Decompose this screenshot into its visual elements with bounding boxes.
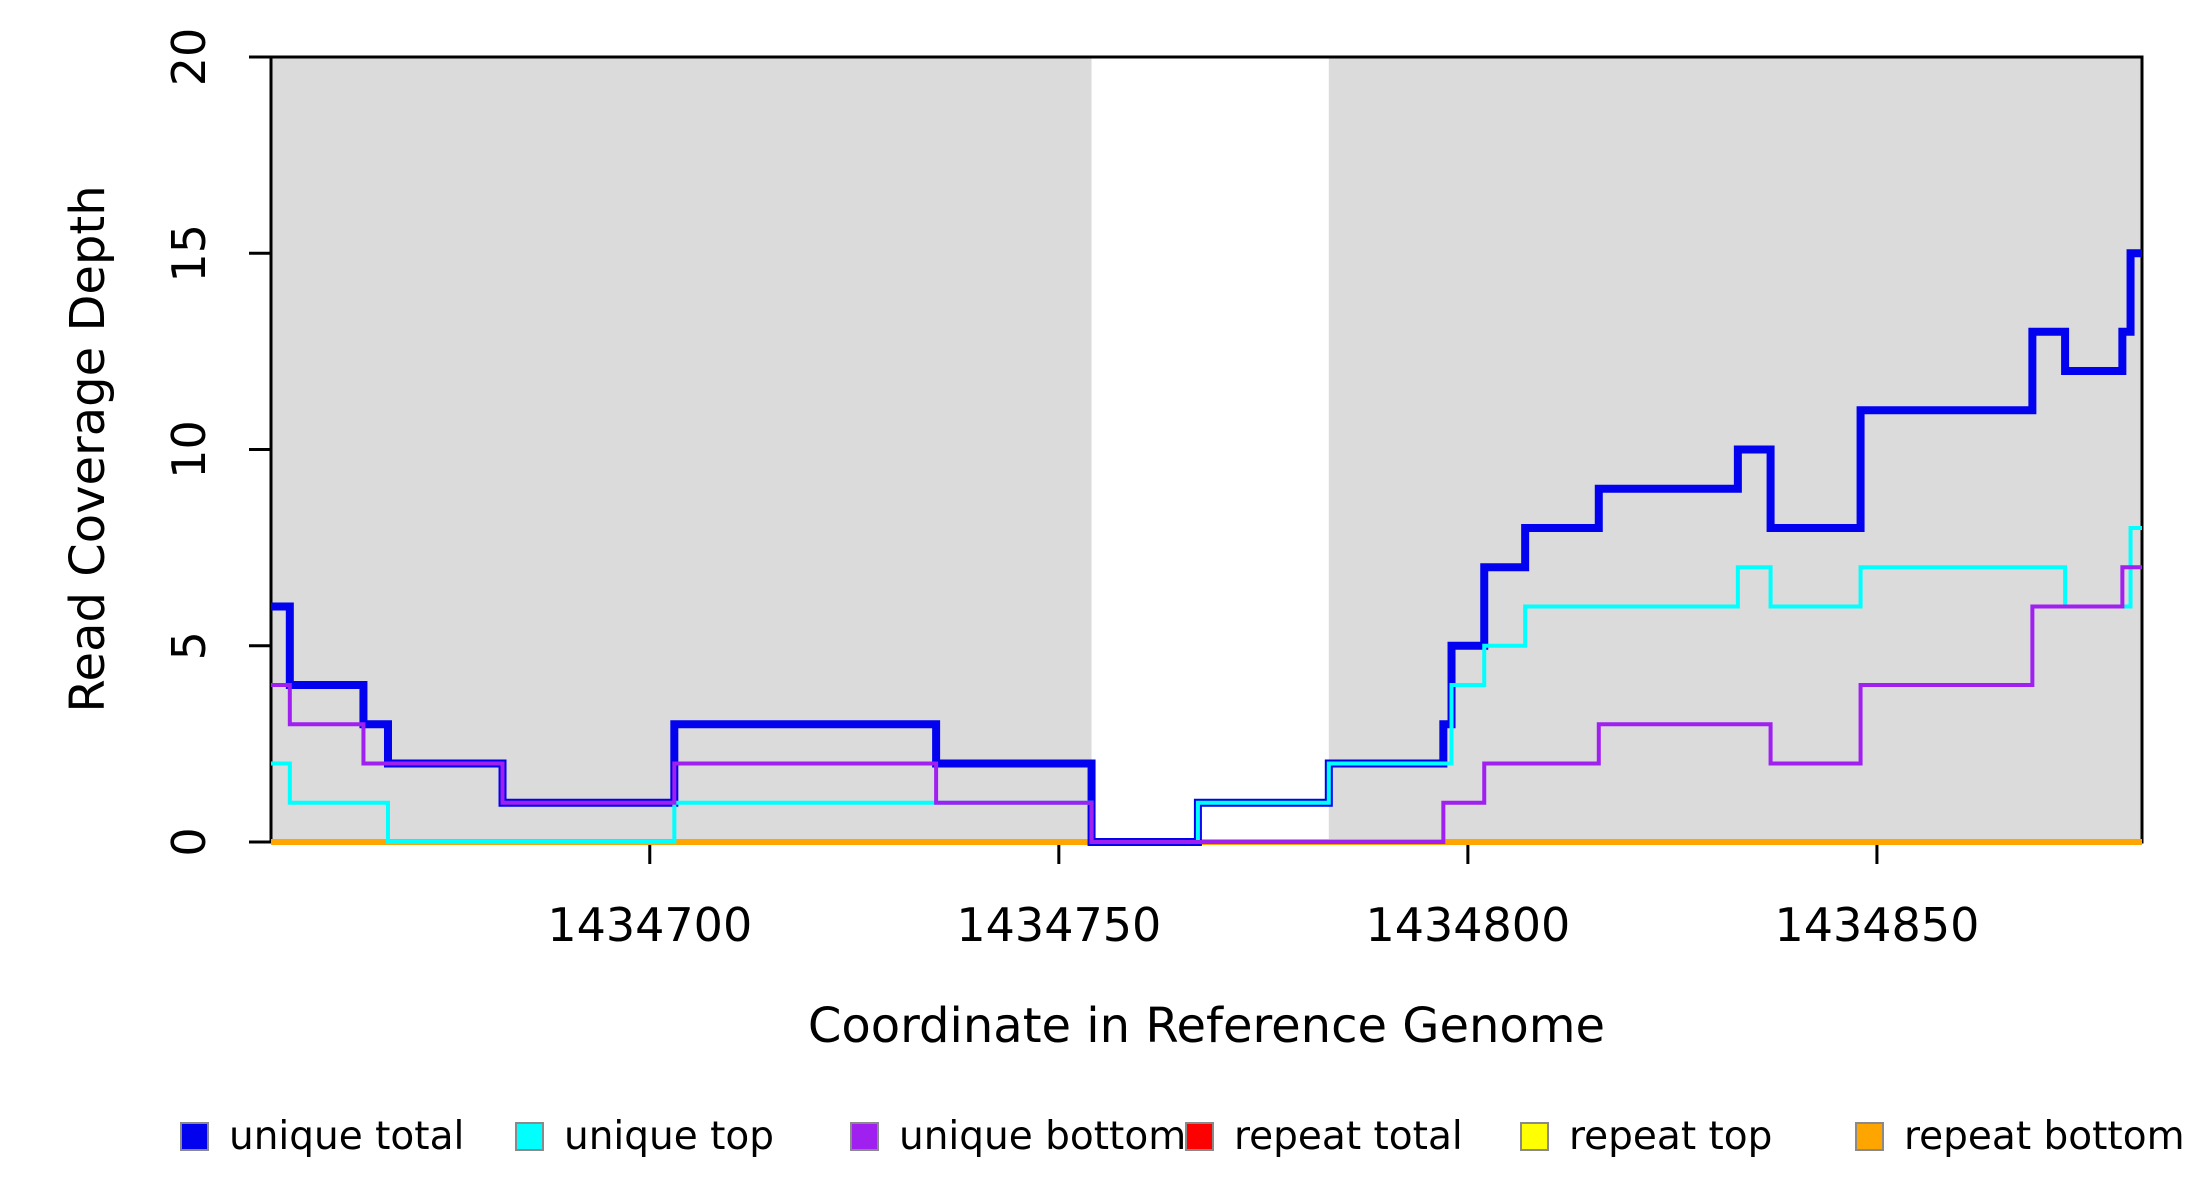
legend-item-repeat-total: repeat total [1185, 1106, 1463, 1166]
x-tick-label: 1434700 [547, 898, 752, 952]
y-tick-label: 10 [162, 420, 216, 479]
legend-swatch-unique-bottom [850, 1121, 879, 1151]
x-axis-title: Coordinate in Reference Genome [807, 998, 1606, 1054]
shaded-region-0 [271, 57, 1092, 842]
legend-item-unique-top: unique top [515, 1106, 774, 1166]
legend-label: repeat top [1569, 1113, 1773, 1159]
legend-label: unique top [564, 1113, 775, 1159]
legend-label: repeat bottom [1904, 1113, 2185, 1159]
legend-item-unique-total: unique total [180, 1106, 464, 1166]
x-tick-label: 1434750 [956, 898, 1161, 952]
y-tick-label: 0 [162, 827, 216, 856]
legend-swatch-repeat-bottom [1855, 1121, 1884, 1151]
legend-label: unique bottom [899, 1113, 1187, 1159]
legend-item-repeat-bottom: repeat bottom [1855, 1106, 2185, 1166]
series-unique-top [271, 526, 2142, 844]
series-unique-bottom [271, 565, 2142, 844]
legend-swatch-repeat-top [1520, 1121, 1549, 1151]
y-tick-label: 20 [162, 28, 216, 87]
legend-label: repeat total [1234, 1113, 1463, 1159]
x-tick-label: 1434850 [1774, 898, 1979, 952]
legend-swatch-unique-top [515, 1121, 544, 1151]
legend-item-unique-bottom: unique bottom [850, 1106, 1186, 1166]
legend-swatch-repeat-total [1185, 1121, 1214, 1151]
legend-label: unique total [229, 1113, 465, 1159]
x-tick-label: 1434800 [1365, 898, 1570, 952]
y-axis-title: Read Coverage Depth [60, 185, 116, 713]
legend-swatch-unique-total [180, 1121, 209, 1151]
y-tick-label: 15 [162, 224, 216, 283]
legend-item-repeat-top: repeat top [1520, 1106, 1772, 1166]
y-tick-label: 5 [162, 631, 216, 660]
legend: unique total unique top unique bottom repea… [0, 1106, 2200, 1166]
